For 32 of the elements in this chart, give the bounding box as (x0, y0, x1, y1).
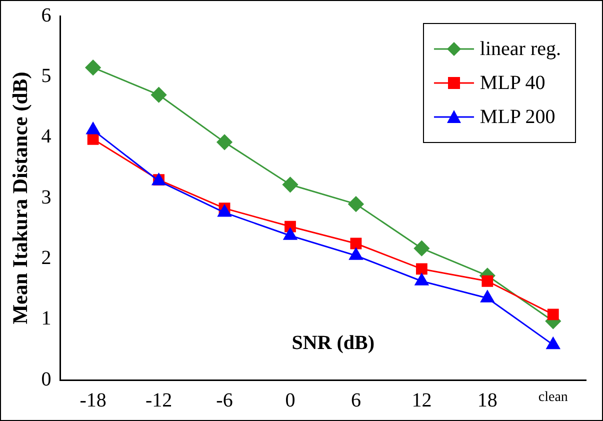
y-tick-label: 0 (41, 368, 52, 390)
point (414, 240, 430, 256)
y-tick-label: 3 (41, 186, 52, 208)
point (547, 308, 559, 320)
legend-label: linear reg. (480, 38, 561, 60)
point (416, 263, 428, 275)
x-axis-title: SNR (dB) (292, 332, 374, 354)
y-tick-label: 4 (41, 126, 52, 148)
point (350, 238, 362, 250)
x-tick-label: 18 (477, 389, 498, 412)
point (546, 337, 560, 350)
y-tick-label: 6 (41, 4, 52, 26)
x-tick-label: -18 (80, 389, 106, 412)
y-tick-label: 5 (41, 64, 52, 87)
point (216, 134, 232, 150)
point (85, 60, 101, 76)
point (87, 133, 99, 145)
x-tick-label: clean (538, 390, 568, 406)
y-tick-label: 2 (41, 246, 52, 269)
point (348, 196, 364, 212)
x-tick-label: 6 (350, 389, 361, 412)
legend-label: MLP 200 (480, 106, 556, 128)
point (151, 87, 167, 103)
point (282, 176, 298, 192)
x-tick-label: 0 (285, 389, 296, 412)
x-tick-label: -12 (145, 389, 172, 412)
point (482, 275, 494, 287)
y-tick-label: 1 (41, 308, 52, 330)
x-tick-label: 12 (412, 389, 432, 412)
y-axis-title: Mean Itakura Distance (dB) (8, 72, 32, 324)
x-tick-label: -6 (216, 389, 233, 412)
legend-label: MLP 40 (480, 72, 546, 94)
